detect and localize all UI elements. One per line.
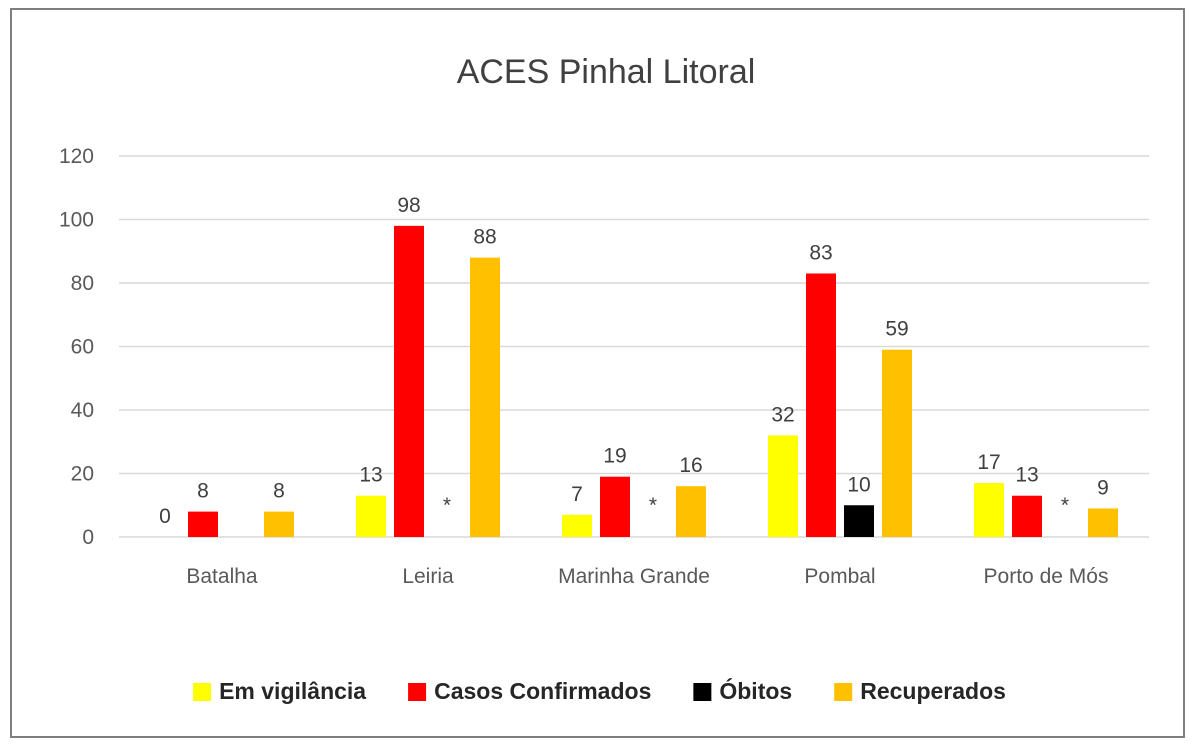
y-tick-label: 60 [71,336,94,359]
category-label: Batalha [186,565,258,588]
data-label: 8 [273,480,285,503]
data-label: 83 [809,241,832,264]
category-label: Porto de Mós [984,565,1109,588]
bar-recuperados-2 [676,486,706,537]
legend-swatch [693,683,712,701]
category-label: Marinha Grande [558,565,710,588]
data-label: 32 [771,403,794,426]
chart-frame: ACES Pinhal Litoral 0 8 8 13 98 * 88 7 19 * 16 32 83… [10,8,1185,738]
legend-label: Óbitos [719,677,792,704]
legend-label: Em vigilância [219,678,366,704]
y-tick-label: 40 [71,399,94,422]
data-label: 0 [159,505,171,528]
bar-casos-confirmados-1 [394,225,424,537]
category-label: Leiria [402,565,454,588]
data-label: 13 [359,464,382,487]
data-label: 13 [1015,464,1038,487]
legend-swatch [193,683,212,701]
bar-recuperados-3 [882,349,912,537]
bar-casos-confirmados-2 [600,476,630,537]
data-label: 17 [977,451,1000,474]
legend-item: Casos Confirmados [408,678,651,704]
y-tick-label: 80 [71,272,94,295]
legend-swatch [408,683,427,701]
bar-recuperados-4 [1088,508,1118,537]
data-label: * [649,494,657,517]
bar-chart: ACES Pinhal Litoral 08 81398*88719*163283… [59,53,1149,704]
bar-casos-confirmados-3 [806,273,836,537]
y-tick-label: 20 [71,463,94,486]
data-label: 19 [603,445,626,468]
bar--bitos-3 [844,505,874,537]
data-label: 9 [1097,476,1109,499]
legend-label: Recuperados [860,678,1006,704]
category-label: Pombal [804,565,875,588]
bar-em-vigil-ncia-1 [356,495,386,537]
data-label: 10 [847,473,870,496]
y-tick-label: 120 [59,145,94,168]
legend-swatch [834,683,853,701]
data-label: 98 [397,194,420,217]
data-label: 7 [571,483,583,506]
legend-label: Casos Confirmados [434,678,651,704]
data-label: * [1061,494,1069,517]
bar-em-vigil-ncia-2 [562,514,592,537]
legend-item: Recuperados [834,678,1006,704]
data-label: 16 [679,454,702,477]
data-label: 8 [197,480,209,503]
bar-casos-confirmados-4 [1012,495,1042,537]
chart-title: ACES Pinhal Litoral [457,53,756,91]
y-tick-label: 100 [59,209,94,232]
bar-em-vigil-ncia-4 [974,483,1004,537]
legend-item: Em vigilância [193,678,366,704]
bar-casos-confirmados-0 [188,511,218,537]
data-label: 59 [885,318,908,341]
bar-em-vigil-ncia-3 [768,435,798,537]
y-tick-label: 0 [82,526,94,549]
bar-recuperados-1 [470,257,500,537]
data-label: * [443,494,451,517]
bar-recuperados-0 [264,511,294,537]
data-label: 88 [473,226,496,249]
legend-item: Óbitos [693,677,792,704]
